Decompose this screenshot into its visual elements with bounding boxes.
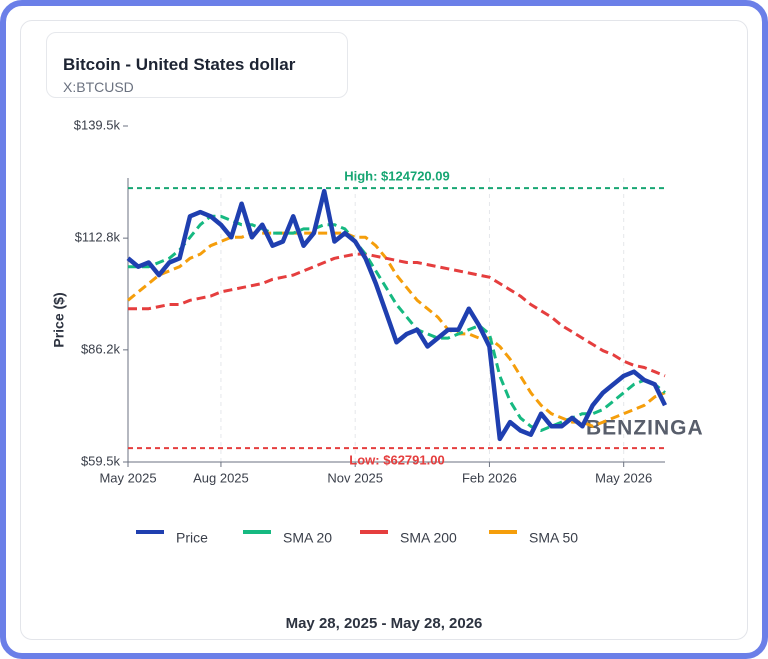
y-tick-label: $86.2k <box>81 341 121 356</box>
legend-label: SMA 50 <box>529 530 578 546</box>
date-range: May 28, 2025 - May 28, 2026 <box>286 615 483 632</box>
chart-subtitle: X:BTCUSD <box>63 79 134 95</box>
reference-label: Low: $62791.00 <box>349 453 444 468</box>
card <box>20 20 748 640</box>
y-tick-label: $59.5k <box>81 453 121 468</box>
x-tick-label: Nov 2025 <box>327 470 383 485</box>
y-tick-label: $139.5k <box>74 117 121 132</box>
title-box: Bitcoin - United States dollar X:BTCUSD <box>46 32 348 98</box>
series-line <box>128 252 666 378</box>
series-line <box>128 214 666 432</box>
y-tick-label: $112.8k <box>75 230 121 245</box>
x-tick-label: Feb 2026 <box>462 470 517 485</box>
watermark: BENZINGA <box>586 417 704 440</box>
x-tick-label: May 2026 <box>595 470 652 485</box>
legend-label: SMA 200 <box>400 530 457 546</box>
reference-label: High: $124720.09 <box>344 169 450 184</box>
legend-label: SMA 20 <box>283 530 332 546</box>
series-line <box>127 231 666 428</box>
series-line <box>126 188 668 442</box>
legend-label: Price <box>176 530 208 546</box>
x-tick-label: May 2025 <box>99 470 156 485</box>
x-tick-label: Aug 2025 <box>193 470 249 485</box>
y-axis-label: Price ($) <box>51 292 67 347</box>
chart-title: Bitcoin - United States dollar <box>63 55 296 74</box>
